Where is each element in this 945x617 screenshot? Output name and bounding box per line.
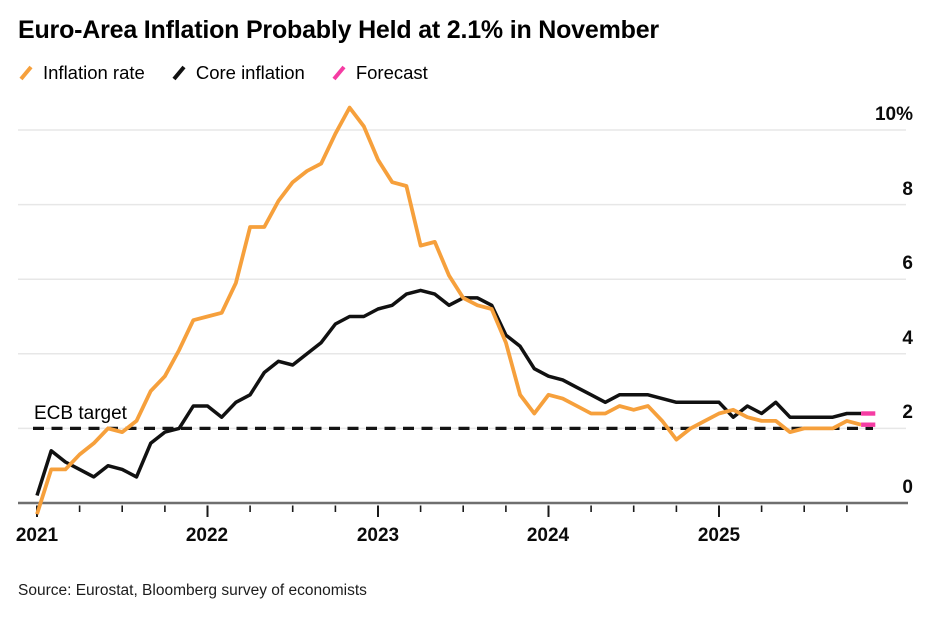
legend: Inflation rate Core inflation Forecast — [18, 62, 428, 84]
legend-item-inflation-rate: Inflation rate — [18, 62, 145, 84]
slash-icon — [332, 65, 346, 81]
x-axis-year-2022: 2022 — [185, 525, 229, 546]
core-inflation-line — [35, 288, 862, 497]
x-axis-ticks — [36, 505, 848, 517]
x-axis-year-2025: 2025 — [697, 525, 741, 546]
x-axis-year-2024: 2024 — [526, 525, 570, 546]
y-axis-label-4: 4 — [902, 328, 913, 349]
source-note: Source: Eurostat, Bloomberg survey of ec… — [18, 582, 367, 599]
y-axis-label-10: 10% — [874, 104, 913, 125]
slash-icon — [19, 65, 33, 81]
legend-item-forecast: Forecast — [331, 62, 428, 84]
x-axis-year-2023: 2023 — [356, 525, 400, 546]
inflation-rate-line — [35, 105, 862, 515]
page-title: Euro-Area Inflation Probably Held at 2.1… — [18, 16, 659, 44]
ecb-target-label: ECB target — [34, 403, 127, 424]
legend-item-core-inflation: Core inflation — [171, 62, 305, 84]
slash-icon — [172, 65, 186, 81]
legend-label: Inflation rate — [43, 62, 145, 83]
y-axis-label-2: 2 — [902, 402, 913, 423]
y-axis-label-8: 8 — [902, 179, 913, 200]
y-axis-label-0: 0 — [902, 477, 913, 498]
gridlines — [18, 129, 906, 430]
x-axis-year-2021: 2021 — [15, 525, 59, 546]
legend-label: Core inflation — [195, 62, 305, 83]
y-axis-label-6: 6 — [902, 253, 913, 274]
legend-label: Forecast — [355, 62, 428, 83]
